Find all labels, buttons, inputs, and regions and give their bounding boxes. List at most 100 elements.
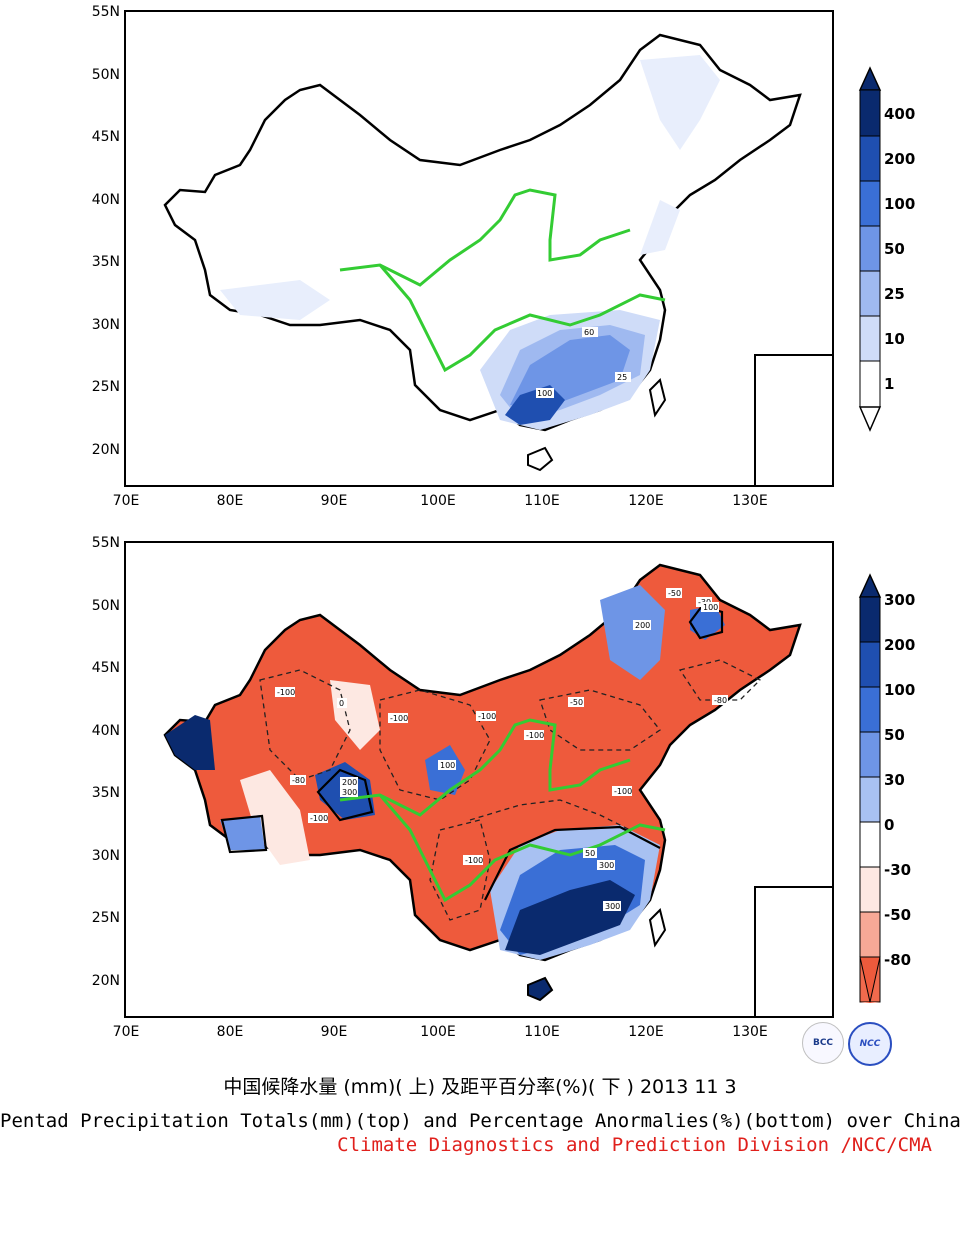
bottom-contour-label: -100: [526, 731, 544, 740]
lon-tick-label: 90E: [321, 1024, 348, 1040]
top-colorbar-swatch: [859, 315, 881, 362]
bottom-anomaly-map: -100 -100 -100 -100 -100 -100 -100 -80 -…: [0, 530, 960, 1070]
bottom-contour-label: -100: [390, 714, 408, 723]
colorbar-label: -50: [884, 906, 911, 924]
bottom-contour-label: -50: [668, 589, 681, 598]
lon-tick-label: 110E: [524, 1024, 560, 1040]
bottom-contour-label: -50: [570, 698, 583, 707]
bottom-colorbar-swatch: [859, 686, 881, 733]
bottom-contour-label: 300: [599, 861, 614, 870]
lon-tick-label: 100E: [420, 493, 456, 509]
bottom-yellow-river: [339, 718, 631, 817]
top-precipitation-map: 60 25 100 55N 50N 45N 40N 35N 30N 25N 20…: [0, 0, 960, 520]
bottom-colorbar-top-arrow: [858, 573, 882, 598]
bottom-map-svg: -100 -100 -100 -100 -100 -100 -100 -80 -…: [92, 535, 916, 1040]
colorbar-label: -30: [884, 861, 911, 879]
lon-tick-label: 80E: [217, 1024, 244, 1040]
top-map-svg: 60 25 100 55N 50N 45N 40N 35N 30N 25N 20…: [92, 4, 916, 509]
top-light-rain-north: [640, 55, 720, 150]
top-yellow-river: [339, 188, 631, 287]
top-contour-label: 100: [537, 389, 552, 398]
top-contour-label: 25: [617, 373, 627, 382]
lat-tick-label: 55N: [92, 4, 120, 20]
bottom-colorbar-swatch: [859, 731, 881, 778]
lat-tick-label: 45N: [92, 660, 120, 676]
lon-tick-label: 70E: [113, 1024, 140, 1040]
top-colorbar-swatch: [859, 225, 881, 272]
lat-tick-label: 40N: [92, 723, 120, 739]
bottom-wet-far-west: [165, 715, 215, 770]
lon-tick-label: 70E: [113, 493, 140, 509]
bottom-contour-label: 100: [703, 603, 718, 612]
lon-tick-label: 100E: [420, 1024, 456, 1040]
bottom-colorbar-swatch: [859, 596, 881, 643]
bottom-taiwan-island: [648, 908, 667, 948]
top-contour-label: 60: [584, 328, 594, 337]
colorbar-label: 100: [884, 195, 915, 213]
colorbar-label: 50: [884, 726, 905, 744]
bottom-contour-label: 300: [342, 788, 357, 797]
bottom-contour-label: -80: [292, 776, 305, 785]
bottom-colorbar-bottom-arrow: [859, 956, 881, 1003]
colorbar-label: -80: [884, 951, 911, 969]
lat-tick-label: 20N: [92, 973, 120, 989]
top-lon-axis: 70E 80E 90E 100E 110E 120E 130E: [113, 493, 768, 509]
lat-tick-label: 50N: [92, 598, 120, 614]
bottom-contour-line: [259, 669, 351, 781]
lat-tick-label: 25N: [92, 910, 120, 926]
lat-tick-label: 30N: [92, 848, 120, 864]
bottom-contour-line: [688, 604, 724, 640]
lon-tick-label: 90E: [321, 493, 348, 509]
bottom-colorbar-swatch: [859, 641, 881, 688]
lon-tick-label: 80E: [217, 493, 244, 509]
lon-tick-label: 120E: [628, 493, 664, 509]
lon-tick-label: 130E: [732, 493, 768, 509]
lat-tick-label: 40N: [92, 192, 120, 208]
bottom-dashed-contours: [259, 659, 762, 921]
bottom-colorbar-swatch: [859, 821, 881, 868]
bottom-contour-label: -100: [465, 856, 483, 865]
bottom-contour-label: 100: [440, 761, 455, 770]
top-taiwan-island: [648, 378, 667, 418]
english-caption: Pentad Precipitation Totals(mm)(top) and…: [0, 1110, 960, 1132]
lon-tick-label: 130E: [732, 1024, 768, 1040]
bottom-yangtze-river: [378, 794, 666, 903]
top-colorbar: 400 200 100 50 25 10 1: [858, 66, 915, 432]
bottom-contour-label: 200: [342, 778, 357, 787]
top-light-rain-northeast: [640, 200, 680, 255]
lat-tick-label: 45N: [92, 129, 120, 145]
bottom-hainan-island: [527, 976, 554, 1002]
colorbar-label: 10: [884, 330, 905, 348]
bottom-colorbar-join: [860, 1002, 880, 1003]
bottom-wet-south-300: [505, 880, 635, 955]
bottom-colorbar-swatch: [859, 911, 881, 958]
bottom-contour-line: [220, 814, 268, 854]
bottom-near-normal-west: [240, 770, 310, 865]
lat-tick-label: 35N: [92, 785, 120, 801]
ncc-logo: NCC: [848, 1022, 892, 1066]
bottom-contour-label: -100: [277, 688, 295, 697]
colorbar-label: 50: [884, 240, 905, 258]
bottom-contour-label: 200: [635, 621, 650, 630]
lat-tick-label: 35N: [92, 254, 120, 270]
bottom-contour-line: [678, 659, 762, 701]
top-colorbar-swatch: [859, 360, 881, 408]
bottom-contour-label: -80: [714, 696, 727, 705]
lat-tick-label: 55N: [92, 535, 120, 551]
bcc-logo: BCC: [802, 1022, 844, 1064]
bottom-colorbar-swatch: [859, 776, 881, 823]
top-colorbar-swatch: [859, 270, 881, 317]
top-hainan-island: [527, 446, 554, 472]
top-yangtze-river: [378, 264, 666, 373]
colorbar-label: 200: [884, 636, 915, 654]
bottom-contour-line: [469, 799, 631, 831]
bottom-contour-line: [429, 819, 491, 921]
bottom-contour-line: [539, 689, 661, 751]
top-colorbar-swatch: [859, 180, 881, 227]
colorbar-label: 1: [884, 375, 894, 393]
colorbar-label: 200: [884, 150, 915, 168]
bottom-lon-axis: 70E 80E 90E 100E 110E 120E 130E: [113, 1024, 768, 1040]
colorbar-label: 25: [884, 285, 905, 303]
bottom-wet-northeast: [600, 585, 665, 680]
credit-caption: Climate Diagnostics and Prediction Divis…: [337, 1134, 932, 1156]
